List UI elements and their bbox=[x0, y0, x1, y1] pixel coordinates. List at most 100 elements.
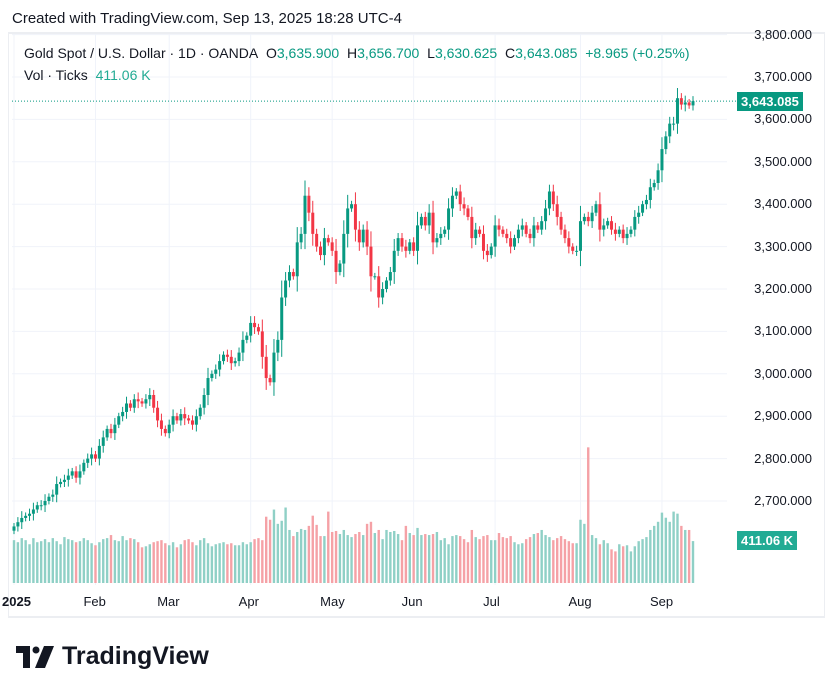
candle-body[interactable] bbox=[128, 403, 132, 408]
candle-body[interactable] bbox=[322, 238, 326, 256]
candle-body[interactable] bbox=[544, 208, 548, 222]
candle-body[interactable] bbox=[136, 399, 140, 402]
candle-body[interactable] bbox=[656, 170, 660, 183]
candle-body[interactable] bbox=[644, 199, 648, 205]
candle-body[interactable] bbox=[222, 354, 226, 362]
candle-body[interactable] bbox=[481, 233, 485, 251]
candle-body[interactable] bbox=[24, 515, 28, 518]
candle-body[interactable] bbox=[303, 195, 307, 234]
candle-body[interactable] bbox=[598, 204, 602, 230]
candle-body[interactable] bbox=[16, 522, 20, 527]
candle-body[interactable] bbox=[90, 454, 94, 459]
candle-body[interactable] bbox=[171, 416, 175, 425]
candle-body[interactable] bbox=[660, 149, 664, 171]
candle-body[interactable] bbox=[559, 216, 563, 230]
candle-body[interactable] bbox=[218, 361, 222, 370]
candle-body[interactable] bbox=[388, 272, 392, 281]
candle-body[interactable] bbox=[307, 195, 311, 213]
candle-body[interactable] bbox=[342, 233, 346, 264]
candle-body[interactable] bbox=[117, 416, 121, 425]
candle-body[interactable] bbox=[547, 191, 551, 209]
volume-label[interactable]: Vol · Ticks bbox=[24, 67, 88, 83]
candle-body[interactable] bbox=[501, 229, 505, 234]
candle-body[interactable] bbox=[249, 322, 253, 336]
candle-body[interactable] bbox=[606, 221, 610, 226]
candle-body[interactable] bbox=[268, 378, 272, 383]
candle-body[interactable] bbox=[536, 225, 540, 230]
candle-body[interactable] bbox=[20, 517, 24, 523]
candle-body[interactable] bbox=[664, 136, 668, 150]
candle-body[interactable] bbox=[163, 428, 167, 434]
candle-body[interactable] bbox=[93, 454, 97, 459]
candle-body[interactable] bbox=[210, 373, 214, 379]
candle-body[interactable] bbox=[315, 233, 319, 247]
candle-body[interactable] bbox=[179, 414, 183, 421]
candle-body[interactable] bbox=[225, 354, 229, 357]
candle-body[interactable] bbox=[462, 204, 466, 209]
candle-body[interactable] bbox=[478, 229, 482, 234]
candle-body[interactable] bbox=[295, 242, 299, 277]
candle-body[interactable] bbox=[594, 204, 598, 213]
candle-body[interactable] bbox=[392, 250, 396, 273]
candle-body[interactable] bbox=[47, 496, 51, 501]
candle-body[interactable] bbox=[412, 242, 416, 251]
candle-body[interactable] bbox=[35, 505, 39, 510]
candle-body[interactable] bbox=[489, 246, 493, 256]
candle-body[interactable] bbox=[144, 399, 148, 404]
candle-body[interactable] bbox=[86, 458, 90, 463]
candle-body[interactable] bbox=[435, 238, 439, 243]
candle-body[interactable] bbox=[381, 289, 385, 298]
candle-body[interactable] bbox=[82, 462, 86, 472]
candle-body[interactable] bbox=[357, 229, 361, 243]
candle-body[interactable] bbox=[43, 501, 47, 506]
candle-body[interactable] bbox=[334, 250, 338, 273]
candle-body[interactable] bbox=[520, 225, 524, 230]
candle-body[interactable] bbox=[51, 494, 55, 497]
candle-body[interactable] bbox=[675, 98, 679, 124]
candle-body[interactable] bbox=[427, 212, 431, 226]
candle-body[interactable] bbox=[233, 361, 237, 364]
candle-body[interactable] bbox=[284, 280, 288, 298]
candle-body[interactable] bbox=[319, 246, 323, 256]
candle-body[interactable] bbox=[156, 407, 160, 421]
candle-body[interactable] bbox=[373, 276, 377, 278]
candle-body[interactable] bbox=[272, 352, 276, 383]
candle-body[interactable] bbox=[497, 225, 501, 230]
candle-body[interactable] bbox=[505, 233, 509, 239]
candle-body[interactable] bbox=[369, 246, 373, 277]
candle-body[interactable] bbox=[613, 229, 617, 234]
candle-body[interactable] bbox=[183, 414, 187, 419]
candle-body[interactable] bbox=[493, 225, 497, 247]
candle-body[interactable] bbox=[159, 420, 163, 429]
candle-body[interactable] bbox=[311, 212, 315, 234]
candle-body[interactable] bbox=[74, 471, 78, 478]
candle-body[interactable] bbox=[39, 505, 43, 507]
candle-body[interactable] bbox=[652, 183, 656, 188]
candle-body[interactable] bbox=[260, 331, 264, 357]
candle-body[interactable] bbox=[338, 263, 342, 273]
candle-body[interactable] bbox=[602, 225, 606, 230]
candle-body[interactable] bbox=[423, 216, 427, 226]
candle-body[interactable] bbox=[540, 221, 544, 230]
candle-body[interactable] bbox=[629, 229, 633, 234]
candle-body[interactable] bbox=[66, 475, 70, 480]
candle-body[interactable] bbox=[241, 339, 245, 353]
candle-body[interactable] bbox=[280, 297, 284, 340]
candle-body[interactable] bbox=[454, 191, 458, 196]
candle-body[interactable] bbox=[648, 187, 652, 200]
candle-body[interactable] bbox=[396, 238, 400, 251]
candle-body[interactable] bbox=[194, 416, 198, 425]
candle-body[interactable] bbox=[121, 411, 125, 417]
candle-body[interactable] bbox=[167, 424, 171, 434]
candle-body[interactable] bbox=[140, 401, 144, 404]
candle-body[interactable] bbox=[586, 216, 590, 222]
candle-body[interactable] bbox=[70, 471, 74, 476]
candle-body[interactable] bbox=[513, 238, 517, 247]
candle-body[interactable] bbox=[31, 509, 35, 514]
candle-body[interactable] bbox=[353, 204, 357, 230]
candle-body[interactable] bbox=[264, 356, 268, 379]
candle-body[interactable] bbox=[443, 229, 447, 234]
symbol-name[interactable]: Gold Spot / U.S. Dollar · 1D · OANDA bbox=[24, 45, 259, 61]
candle-body[interactable] bbox=[365, 229, 369, 247]
candle-body[interactable] bbox=[470, 216, 474, 239]
